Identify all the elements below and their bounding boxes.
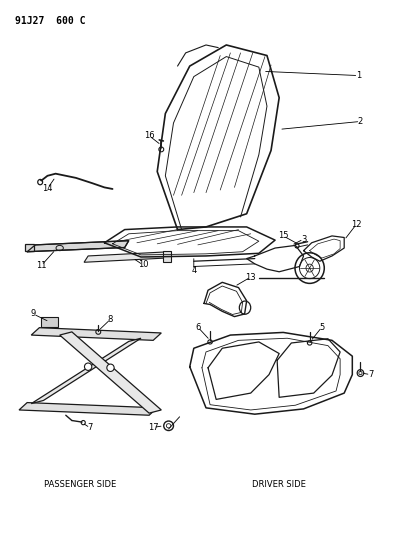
Text: DRIVER SIDE: DRIVER SIDE xyxy=(252,480,306,489)
Polygon shape xyxy=(31,338,141,403)
Polygon shape xyxy=(27,241,129,252)
Text: 13: 13 xyxy=(246,272,256,281)
Text: 9: 9 xyxy=(30,310,36,319)
Text: 91J27  600 C: 91J27 600 C xyxy=(15,16,85,26)
Text: 1: 1 xyxy=(356,71,361,80)
Text: 7: 7 xyxy=(87,423,93,432)
Text: 3: 3 xyxy=(301,235,306,244)
Text: 11: 11 xyxy=(36,261,47,270)
Ellipse shape xyxy=(84,363,92,370)
Text: 7: 7 xyxy=(368,370,373,379)
Text: 6: 6 xyxy=(195,322,201,332)
Text: 16: 16 xyxy=(144,131,154,140)
Text: 4: 4 xyxy=(191,265,197,274)
Text: 10: 10 xyxy=(138,261,148,269)
Text: 2: 2 xyxy=(358,117,363,126)
FancyBboxPatch shape xyxy=(25,244,34,251)
Ellipse shape xyxy=(107,364,114,372)
Text: 5: 5 xyxy=(319,322,325,332)
FancyBboxPatch shape xyxy=(41,317,58,327)
Polygon shape xyxy=(19,402,157,415)
Text: 8: 8 xyxy=(108,315,113,324)
FancyBboxPatch shape xyxy=(163,251,171,262)
Text: 12: 12 xyxy=(351,220,362,229)
Text: 17: 17 xyxy=(148,423,159,432)
Text: 14: 14 xyxy=(42,184,53,193)
Polygon shape xyxy=(60,332,161,413)
Text: PASSENGER SIDE: PASSENGER SIDE xyxy=(44,480,116,489)
Text: 15: 15 xyxy=(278,231,288,240)
Polygon shape xyxy=(31,328,161,341)
Polygon shape xyxy=(84,252,169,262)
